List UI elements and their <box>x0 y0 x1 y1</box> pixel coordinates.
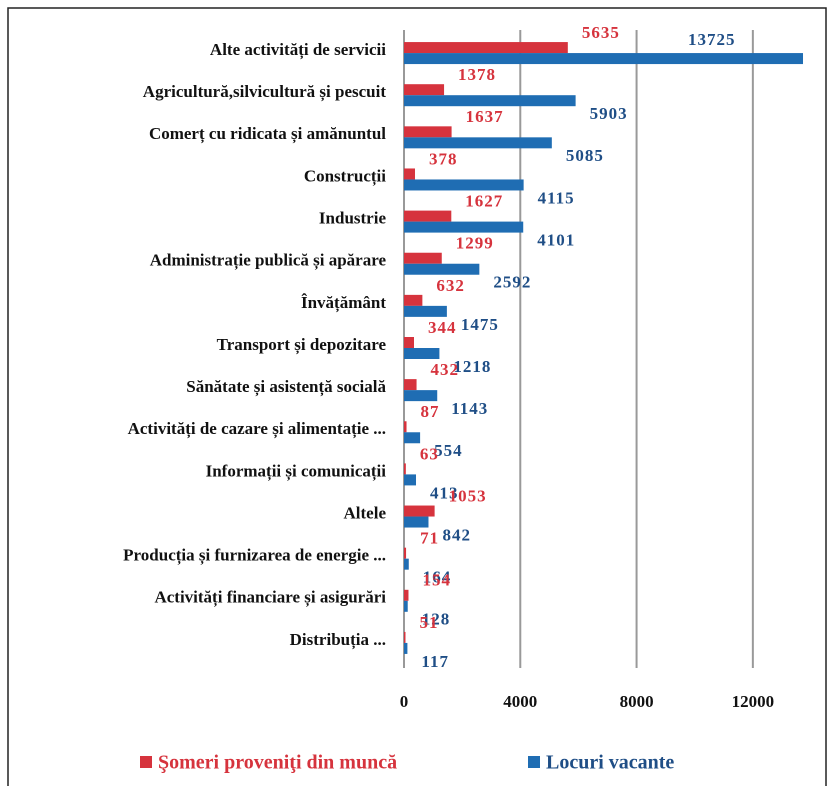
value-label: 154 <box>422 571 451 590</box>
value-label: 5635 <box>582 23 620 42</box>
value-label: 378 <box>429 149 458 168</box>
category-label: Activități de cazare și alimentație ... <box>128 419 386 439</box>
bar <box>404 516 429 528</box>
value-label: 1299 <box>456 234 494 253</box>
bar <box>404 168 415 180</box>
bar <box>404 263 480 275</box>
value-label: 1627 <box>465 192 503 211</box>
category-label: Producția și furnizarea de energie ... <box>123 546 386 566</box>
category-label: Transport și depozitare <box>217 335 387 355</box>
category-label: Administrație publică și apărare <box>150 251 387 271</box>
bar <box>404 95 576 107</box>
x-tick-label: 4000 <box>503 692 537 711</box>
bar <box>404 600 408 612</box>
bar <box>404 210 452 222</box>
x-tick-label: 0 <box>400 692 409 711</box>
value-label: 1475 <box>461 315 499 334</box>
category-label: Activități financiare și asigurări <box>154 588 386 608</box>
x-tick-label: 12000 <box>732 692 775 711</box>
category-label: Agricultură,silvicultură și pescuit <box>143 82 387 102</box>
value-label: 344 <box>428 318 457 337</box>
category-label: Comerț cu ridicata și amănuntul <box>149 124 386 144</box>
bar <box>404 137 552 149</box>
bar <box>404 474 417 486</box>
value-label: 1053 <box>449 486 487 505</box>
bar <box>404 305 447 317</box>
category-label: Industrie <box>319 209 387 228</box>
bar <box>404 463 406 475</box>
value-label: 1378 <box>458 65 496 84</box>
bar <box>404 505 435 517</box>
bar <box>404 126 452 138</box>
value-label: 13725 <box>688 30 736 49</box>
x-tick-label: 8000 <box>620 692 654 711</box>
bar <box>404 337 415 348</box>
value-label: 164 <box>423 568 452 587</box>
category-label: Construcții <box>304 166 386 186</box>
value-label: 432 <box>431 360 460 379</box>
value-label: 87 <box>421 402 440 421</box>
legend-label: Locuri vacante <box>546 752 674 774</box>
value-label: 63 <box>420 444 439 463</box>
value-label: 1143 <box>451 399 488 418</box>
bar <box>404 390 438 402</box>
bar <box>404 547 407 559</box>
bar <box>404 53 804 65</box>
value-label: 554 <box>434 441 463 460</box>
legend-swatch <box>140 756 152 768</box>
bar <box>404 294 423 306</box>
value-label: 632 <box>436 276 465 295</box>
category-label: Distribuția ... <box>290 630 386 650</box>
bar <box>404 642 408 654</box>
bar <box>404 84 445 96</box>
value-label: 842 <box>442 525 471 544</box>
bar <box>404 379 417 391</box>
bar <box>404 252 442 264</box>
value-label: 128 <box>422 610 451 629</box>
bar <box>404 421 407 433</box>
value-label: 413 <box>430 483 459 502</box>
value-label: 71 <box>420 529 439 548</box>
bar <box>404 432 421 444</box>
value-label: 5085 <box>566 146 604 165</box>
value-label: 51 <box>419 613 438 632</box>
category-label: Învățământ <box>301 293 386 313</box>
category-label: Informații și comunicații <box>206 461 387 481</box>
value-label: 1637 <box>466 107 504 126</box>
value-label: 2592 <box>493 273 531 292</box>
value-label: 5903 <box>590 104 628 123</box>
value-label: 4101 <box>537 231 575 250</box>
category-label: Alte activități de servicii <box>210 40 386 60</box>
bar <box>404 558 409 570</box>
bar <box>404 589 409 601</box>
bar <box>404 179 524 191</box>
bar <box>404 42 568 54</box>
bar <box>404 221 524 233</box>
category-label: Sănătate și asistență socială <box>186 377 386 397</box>
bar <box>404 348 440 359</box>
value-label: 4115 <box>538 188 575 207</box>
legend-swatch <box>528 756 540 768</box>
frame <box>7 7 827 786</box>
legend-label: Şomeri proveniţi din muncă <box>158 752 397 774</box>
value-label: 117 <box>421 652 449 671</box>
value-label: 1218 <box>453 357 491 376</box>
bar <box>404 631 406 643</box>
category-label: Altele <box>344 503 387 522</box>
